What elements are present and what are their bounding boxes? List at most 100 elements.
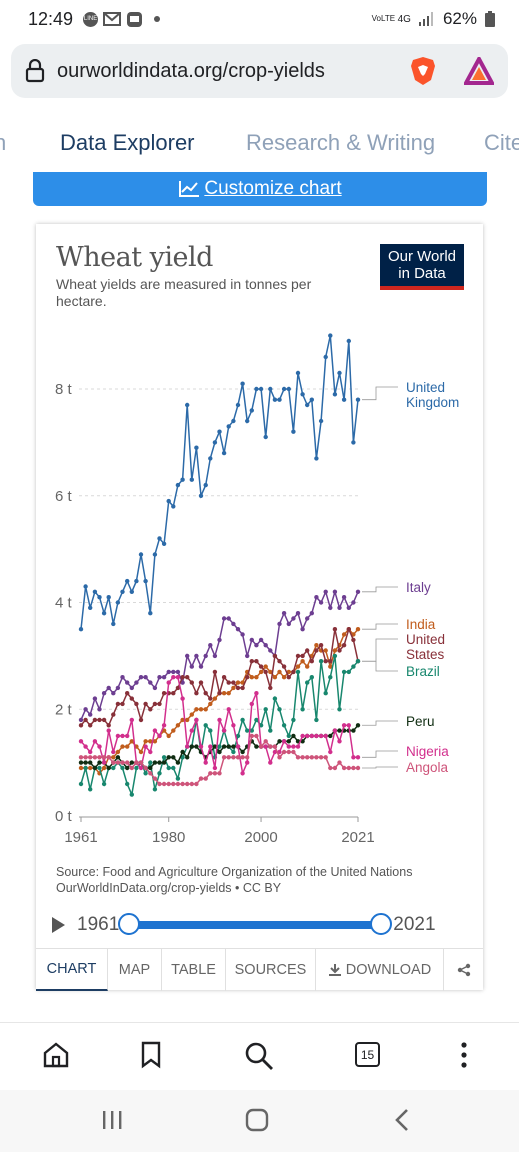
data-point (161, 760, 167, 765)
data-point (221, 728, 227, 733)
owid-logo[interactable]: Our World in Data (380, 244, 464, 290)
timeline-track[interactable] (118, 913, 393, 935)
tabs-button[interactable]: 15 (355, 1042, 380, 1067)
data-point (125, 680, 130, 685)
data-point (254, 733, 259, 739)
tab-count: 15 (360, 1047, 375, 1062)
data-point (175, 776, 181, 781)
notification-icons: LINE (83, 11, 161, 28)
data-point (226, 616, 231, 621)
brave-rewards-icon[interactable] (464, 57, 494, 85)
data-point (226, 680, 231, 685)
data-point (120, 701, 125, 707)
timeline-end-handle[interactable] (370, 913, 393, 935)
data-point (318, 643, 324, 648)
nav-item-partial-right[interactable]: Cite (484, 130, 519, 155)
customize-chart-button[interactable]: Customize chart (33, 172, 487, 206)
recent-apps-icon[interactable] (100, 1110, 124, 1130)
data-point (346, 338, 351, 344)
y-tick-label: 6 t (55, 488, 73, 505)
brave-shield-icon[interactable] (410, 56, 436, 86)
data-point (138, 760, 144, 765)
label-connector (362, 386, 398, 401)
tab-chart[interactable]: CHART (36, 949, 108, 991)
tab-download[interactable]: DOWNLOAD (316, 949, 444, 991)
data-point (185, 717, 190, 723)
data-point (277, 659, 282, 664)
data-point (180, 781, 185, 787)
address-bar[interactable]: ourworldindata.org/crop-yields (11, 44, 508, 98)
nav-item-research-writing[interactable]: Research & Writing (246, 130, 436, 155)
data-point (143, 765, 148, 771)
data-point (263, 643, 268, 648)
data-point (231, 755, 236, 760)
data-point (92, 717, 98, 723)
nav-item-partial-left[interactable]: n (0, 130, 7, 155)
more-menu-icon[interactable] (458, 1041, 470, 1069)
series-label-line: United (406, 380, 445, 395)
data-point (185, 402, 190, 408)
data-point (115, 600, 121, 605)
data-point (309, 659, 314, 664)
source-link[interactable]: OurWorldInData.org/crop-yields • CC BY (56, 881, 282, 895)
data-point (166, 669, 171, 675)
nav-item-data-explorer[interactable]: Data Explorer (60, 130, 195, 155)
series-label: Angola (406, 760, 449, 775)
data-point (221, 450, 227, 456)
data-point (355, 397, 361, 402)
data-point (231, 723, 236, 728)
data-point (305, 664, 310, 669)
back-icon[interactable] (394, 1108, 410, 1132)
data-point (97, 755, 102, 760)
data-point (157, 701, 162, 707)
data-point (332, 653, 338, 659)
data-point (268, 648, 273, 653)
data-point (125, 760, 130, 765)
timeline-start-handle[interactable] (118, 913, 141, 935)
home-button-icon[interactable] (245, 1108, 269, 1132)
tab-table[interactable]: TABLE (162, 949, 226, 991)
data-point (97, 717, 102, 723)
data-point (249, 728, 254, 733)
data-point (328, 605, 333, 610)
data-point (111, 712, 116, 717)
data-point (208, 456, 213, 461)
play-icon[interactable] (52, 917, 65, 933)
timeline: 1961 2021 (52, 910, 472, 940)
data-point (291, 429, 296, 434)
data-point (277, 397, 282, 402)
data-point (281, 611, 287, 616)
data-point (138, 717, 144, 723)
tab-map[interactable]: MAP (108, 949, 162, 991)
data-point (157, 536, 162, 541)
data-point (328, 333, 333, 338)
data-point (97, 765, 102, 771)
data-point (217, 717, 222, 723)
share-button[interactable] (444, 949, 483, 991)
data-point (332, 648, 338, 653)
data-point (152, 739, 158, 744)
system-status: VoLTE 4G 62% (372, 9, 495, 29)
data-point (295, 370, 301, 376)
bookmark-icon[interactable] (139, 1041, 163, 1069)
data-point (221, 675, 227, 680)
data-point (245, 653, 250, 659)
home-icon[interactable] (42, 1041, 70, 1069)
data-point (249, 733, 254, 739)
data-point (305, 733, 310, 739)
data-point (138, 765, 144, 771)
data-point (166, 755, 171, 760)
search-icon[interactable] (244, 1041, 274, 1071)
data-point (277, 621, 282, 627)
data-point (332, 765, 338, 771)
data-point (314, 595, 319, 600)
data-point (245, 755, 250, 760)
url-text[interactable]: ourworldindata.org/crop-yields (57, 59, 325, 82)
data-point (351, 765, 356, 771)
data-point (263, 707, 268, 712)
tab-sources[interactable]: SOURCES (226, 949, 316, 991)
data-point (111, 691, 116, 696)
data-point (281, 749, 287, 755)
data-point (129, 739, 134, 744)
data-point (161, 675, 167, 680)
